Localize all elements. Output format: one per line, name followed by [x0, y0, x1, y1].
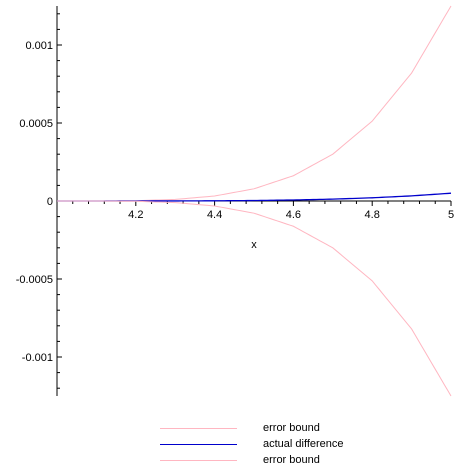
- y-tick-label: -0.001: [22, 352, 53, 364]
- y-tick-label: -0.0005: [16, 274, 53, 286]
- legend-item: actual difference: [160, 436, 344, 452]
- y-tick-label: 0.0005: [19, 118, 53, 130]
- error-bound-series-line: [57, 5, 452, 202]
- legend-label: error bound: [263, 422, 320, 434]
- legend-swatch: [160, 427, 237, 429]
- actual-difference-series-line: [57, 192, 452, 202]
- legend-label: error bound: [263, 454, 320, 466]
- legend-label: actual difference: [263, 438, 344, 450]
- legend-item: error bound: [160, 452, 344, 468]
- y-tick-label: 0.001: [25, 40, 53, 52]
- x-tick-label: 4.4: [207, 209, 222, 221]
- error-bound-series-line: [57, 200, 452, 397]
- x-tick-label: 4.6: [286, 209, 301, 221]
- legend-item: error bound: [160, 420, 344, 436]
- y-tick-label: 0: [47, 196, 53, 208]
- x-tick-label: 5: [448, 209, 454, 221]
- legend-swatch: [160, 443, 237, 445]
- x-tick-label: 4.2: [128, 209, 143, 221]
- x-tick-label: 4.8: [365, 209, 380, 221]
- x-axis-label: x: [251, 239, 257, 251]
- chart-legend: error bound actual difference error bound: [160, 420, 344, 468]
- legend-swatch: [160, 459, 237, 461]
